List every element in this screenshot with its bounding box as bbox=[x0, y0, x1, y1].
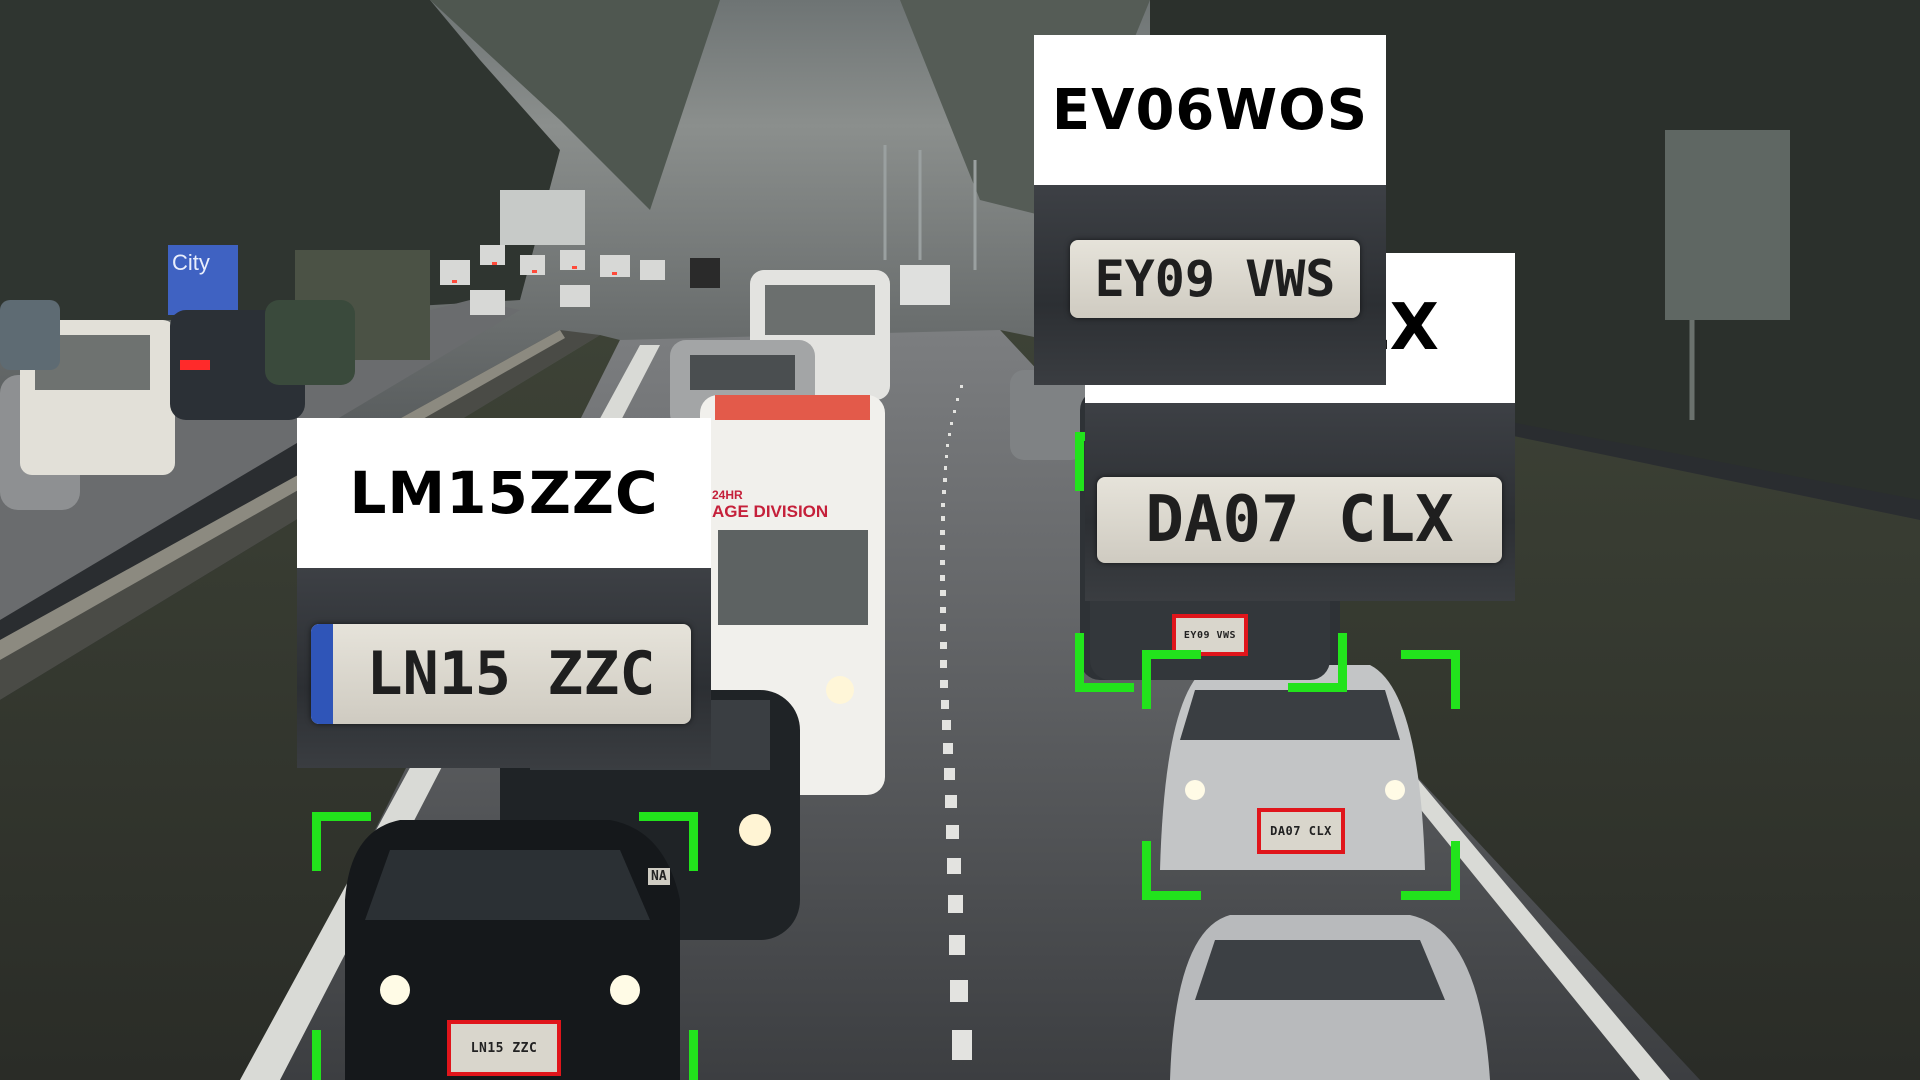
detection-corner bbox=[1142, 650, 1201, 709]
detection-corner bbox=[1401, 650, 1460, 709]
crop-plate-car-2: DA07 CLX bbox=[1097, 477, 1502, 563]
plate-crop-car-3: EY09 VWS bbox=[1034, 185, 1386, 385]
crop-plate-text-car-1: LN15 ZZC bbox=[366, 639, 656, 709]
plate-card-car-1: LM15ZZC LN15 ZZC bbox=[297, 418, 711, 768]
silver-mazda bbox=[1160, 665, 1425, 870]
detection-corner bbox=[1075, 633, 1134, 692]
detection-box-car-1 bbox=[312, 812, 698, 1080]
plate-box-car-3: EY09 VWS bbox=[1172, 614, 1248, 656]
trees-left-far bbox=[430, 0, 720, 210]
road-sign-text: City bbox=[172, 250, 210, 275]
detection-corner bbox=[639, 812, 698, 871]
gantry-sign-right bbox=[1665, 130, 1790, 320]
van-text: AGE DIVISION bbox=[712, 502, 829, 521]
partial-plate-text: NA bbox=[648, 868, 670, 885]
crop-plate-car-3: EY09 VWS bbox=[1070, 240, 1360, 318]
silver-car-bottom-right bbox=[1170, 915, 1490, 1080]
detection-corner bbox=[1142, 841, 1201, 900]
detection-corner bbox=[312, 812, 371, 871]
recognized-text-car-3: EV06WOS bbox=[1034, 35, 1386, 185]
street-lights bbox=[883, 145, 977, 270]
crop-plate-car-1: LN15 ZZC bbox=[311, 624, 691, 724]
detection-corner bbox=[639, 1030, 698, 1080]
detection-corner bbox=[1288, 633, 1347, 692]
center-dashes bbox=[940, 385, 972, 1060]
detection-corner bbox=[312, 1030, 371, 1080]
far-right-car bbox=[1010, 370, 1085, 460]
left-lane-traffic bbox=[0, 300, 355, 510]
plate-crop-car-2: DA07 CLX bbox=[1085, 403, 1515, 601]
eu-strip-icon bbox=[311, 624, 333, 724]
recognized-text-car-1: LM15ZZC bbox=[297, 418, 711, 568]
detection-box-car-2 bbox=[1142, 650, 1460, 900]
black-toyota bbox=[345, 820, 680, 1080]
left-carriageway bbox=[0, 300, 520, 620]
trees-left bbox=[0, 0, 560, 330]
plate-card-car-3: EV06WOS EY09 VWS bbox=[1034, 35, 1386, 385]
detection-corner bbox=[1401, 841, 1460, 900]
plate-box-car-1: LN15 ZZC bbox=[447, 1020, 561, 1076]
road-sign bbox=[168, 245, 238, 315]
van-text-small: 24HR bbox=[712, 488, 743, 502]
plate-crop-car-1: LN15 ZZC bbox=[297, 568, 711, 768]
green-car-left bbox=[265, 300, 355, 385]
plate-box-car-2: DA07 CLX bbox=[1257, 808, 1345, 854]
barrier-rail bbox=[0, 330, 565, 660]
